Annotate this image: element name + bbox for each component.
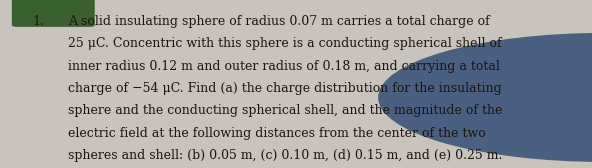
Text: charge of −54 μC. Find (a) the charge distribution for the insulating: charge of −54 μC. Find (a) the charge di… — [68, 82, 502, 95]
Text: 1.: 1. — [33, 15, 44, 28]
Text: spheres and shell: (b) 0.05 m, (c) 0.10 m, (d) 0.15 m, and (e) 0.25 m.: spheres and shell: (b) 0.05 m, (c) 0.10 … — [68, 149, 503, 162]
Text: sphere and the conducting spherical shell, and the magnitude of the: sphere and the conducting spherical shel… — [68, 104, 503, 117]
Text: A solid insulating sphere of radius 0.07 m carries a total charge of: A solid insulating sphere of radius 0.07… — [68, 15, 490, 28]
FancyBboxPatch shape — [12, 0, 95, 27]
Circle shape — [379, 34, 592, 161]
Text: inner radius 0.12 m and outer radius of 0.18 m, and carrying a total: inner radius 0.12 m and outer radius of … — [68, 60, 500, 73]
Text: 25 μC. Concentric with this sphere is a conducting spherical shell of: 25 μC. Concentric with this sphere is a … — [68, 37, 501, 50]
Text: electric field at the following distances from the center of the two: electric field at the following distance… — [68, 127, 486, 140]
